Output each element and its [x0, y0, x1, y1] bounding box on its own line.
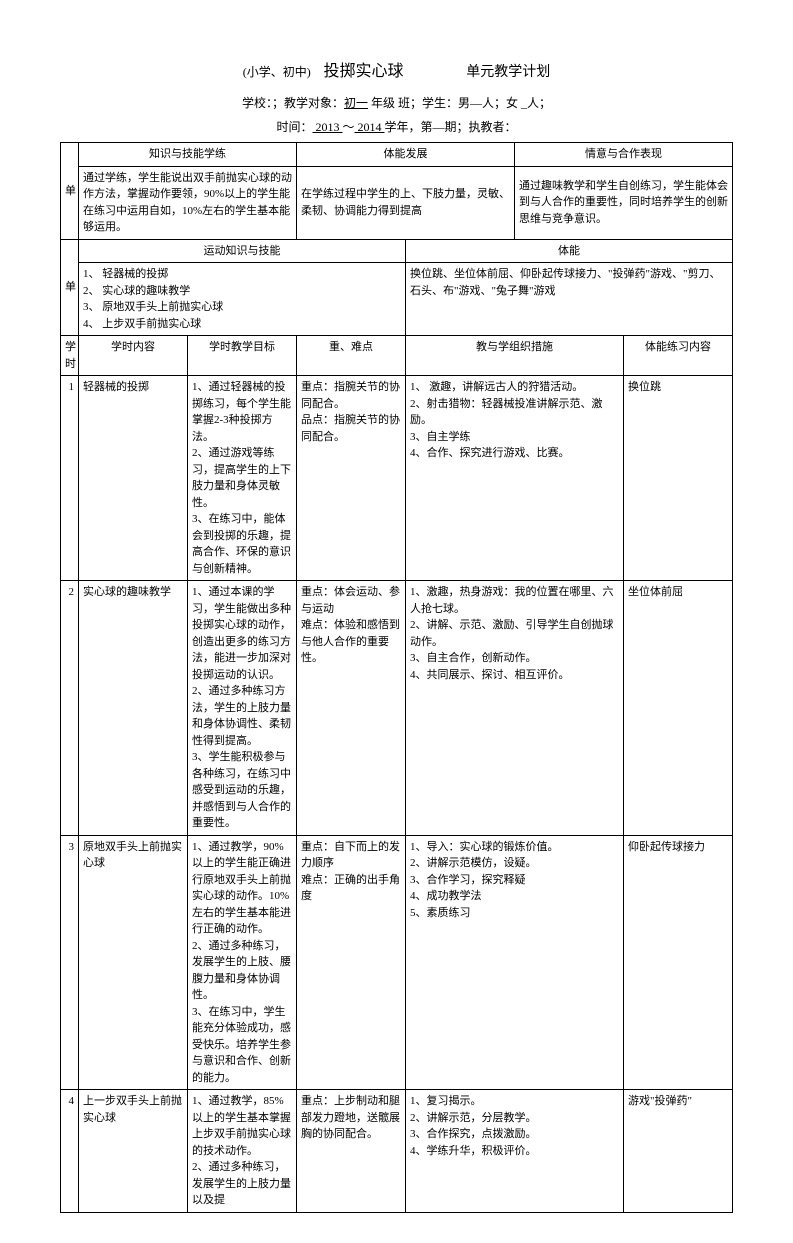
meta-line-1: 学校：；教学对象：初一 年级 班；学生：男—人；女 _人；	[60, 94, 733, 112]
section2-rowhead: 单	[61, 239, 79, 336]
meta1-post: 年级 班；学生：男—人；女 _人；	[368, 96, 551, 110]
section1-rowhead: 单	[61, 143, 79, 240]
title-suffix: 单元教学计划	[466, 65, 550, 80]
row-goal: 1、通过教学，85%以上的学生基本掌握上步双手前抛实心球的技术动作。 2、通过多…	[188, 1090, 297, 1213]
lesson-h5: 体能练习内容	[624, 336, 733, 376]
row-fit: 仰卧起传球接力	[624, 835, 733, 1090]
section1-c1: 通过学练，学生能说出双手前抛实心球的动作方法，掌握动作要领，90%以上的学生能在…	[79, 166, 297, 239]
section1-header-row: 单 知识与技能学练 体能发展 情意与合作表现	[61, 143, 733, 167]
lesson-h2: 学时教学目标	[188, 336, 297, 376]
row-method: 1、 激趣，讲解远古人的狩猎活动。 2、射击猎物：轻器械投准讲解示范、激励。 3…	[406, 376, 624, 581]
plan-table: 单 知识与技能学练 体能发展 情意与合作表现 通过学练，学生能说出双手前抛实心球…	[60, 142, 733, 1213]
table-row: 3 原地双手头上前抛实心球 1、通过教学，90%以上的学生能正确进行原地双手头上…	[61, 835, 733, 1090]
section1-h2: 体能发展	[297, 143, 515, 167]
row-fit: 游戏"投弹药"	[624, 1090, 733, 1213]
section2-header-row: 单 运动知识与技能 体能	[61, 239, 733, 263]
lesson-h1: 学时内容	[79, 336, 188, 376]
row-num: 2	[61, 581, 79, 836]
lesson-header-row: 学时 学时内容 学时教学目标 重、难点 教与学组织措施 体能练习内容	[61, 336, 733, 376]
meta2-y1: 2013	[312, 120, 342, 134]
title-main: 投掷实心球	[323, 63, 403, 80]
row-fit: 换位跳	[624, 376, 733, 581]
lesson-h4: 教与学组织措施	[406, 336, 624, 376]
section1-c2: 在学练过程中学生的上、下肢力量，灵敏、柔韧、协调能力得到提高	[297, 166, 515, 239]
document-title: (小学、初中) 投掷实心球 单元教学计划	[60, 60, 733, 84]
meta2-post: 学年，第—期；执教者：	[385, 120, 517, 134]
section1-c3: 通过趣味教学和学生自创练习，学生能体会到与人合作的重要性，同时培养学生的创新思维…	[515, 166, 733, 239]
row-goal: 1、通过轻器械的投掷练习，每个学生能掌握2-3种投掷方法。 2、通过游戏等练习，…	[188, 376, 297, 581]
row-num: 3	[61, 835, 79, 1090]
row-content: 轻器械的投掷	[79, 376, 188, 581]
section2-c1: 1、 轻器械的投掷 2、 实心球的趣味教学 3、 原地双手头上前抛实心球 4、 …	[79, 263, 406, 336]
row-num: 1	[61, 376, 79, 581]
section2-h1: 运动知识与技能	[79, 239, 406, 263]
meta2-pre: 时间：	[276, 120, 312, 134]
meta1-pre: 学校：；教学对象：	[242, 96, 344, 110]
row-content: 原地双手头上前抛实心球	[79, 835, 188, 1090]
row-key: 重点：体会运动、参与运动 难点：体验和感悟到与他人合作的重要性。	[297, 581, 406, 836]
row-method: 1、导入：实心球的锻炼价值。 2、讲解示范模仿，设疑。 3、合作学习，探究释疑 …	[406, 835, 624, 1090]
section2-c2: 换位跳、坐位体前屈、仰卧起传球接力、"投弹药"游戏、"剪刀、石头、布"游戏、"兔…	[406, 263, 733, 336]
section2-h2: 体能	[406, 239, 733, 263]
lesson-h3: 重、难点	[297, 336, 406, 376]
table-row: 1 轻器械的投掷 1、通过轻器械的投掷练习，每个学生能掌握2-3种投掷方法。 2…	[61, 376, 733, 581]
row-fit: 坐位体前屈	[624, 581, 733, 836]
section1-h3: 情意与合作表现	[515, 143, 733, 167]
lesson-rowhead: 学时	[61, 336, 79, 376]
row-num: 4	[61, 1090, 79, 1213]
section1-h1: 知识与技能学练	[79, 143, 297, 167]
title-prefix: (小学、初中)	[243, 65, 311, 79]
row-goal: 1、通过教学，90%以上的学生能正确进行原地双手头上前抛实心球的动作。10%左右…	[188, 835, 297, 1090]
row-content: 上一步双手头上前抛实心球	[79, 1090, 188, 1213]
row-key: 重点：指腕关节的协同配合。 品点：指腕关节的协同配合。	[297, 376, 406, 581]
section2-content-row: 1、 轻器械的投掷 2、 实心球的趣味教学 3、 原地双手头上前抛实心球 4、 …	[61, 263, 733, 336]
row-method: 1、复习揭示。 2、讲解示范，分层教学。 3、合作探究，点拨激励。 4、学练升华…	[406, 1090, 624, 1213]
row-key: 重点：自下而上的发力顺序 难点：正确的出手角度	[297, 835, 406, 1090]
meta2-mid: ～	[342, 120, 354, 134]
table-row: 4 上一步双手头上前抛实心球 1、通过教学，85%以上的学生基本掌握上步双手前抛…	[61, 1090, 733, 1213]
row-key: 重点：上步制动和腿部发力蹬地，送髋展胸的协同配合。	[297, 1090, 406, 1213]
row-goal: 1、通过本课的学习，学生能做出多种投掷实心球的动作，创造出更多的练习方法，能进一…	[188, 581, 297, 836]
meta-line-2: 时间： 2013 ～ 2014 学年，第—期；执教者：	[60, 118, 733, 136]
row-method: 1、激趣，热身游戏：我的位置在哪里、六人抢七球。 2、讲解、示范、激励、引导学生…	[406, 581, 624, 836]
meta1-grade: 初一	[344, 96, 368, 110]
row-content: 实心球的趣味教学	[79, 581, 188, 836]
section1-content-row: 通过学练，学生能说出双手前抛实心球的动作方法，掌握动作要领，90%以上的学生能在…	[61, 166, 733, 239]
meta2-y2: 2014	[355, 120, 385, 134]
table-row: 2 实心球的趣味教学 1、通过本课的学习，学生能做出多种投掷实心球的动作，创造出…	[61, 581, 733, 836]
